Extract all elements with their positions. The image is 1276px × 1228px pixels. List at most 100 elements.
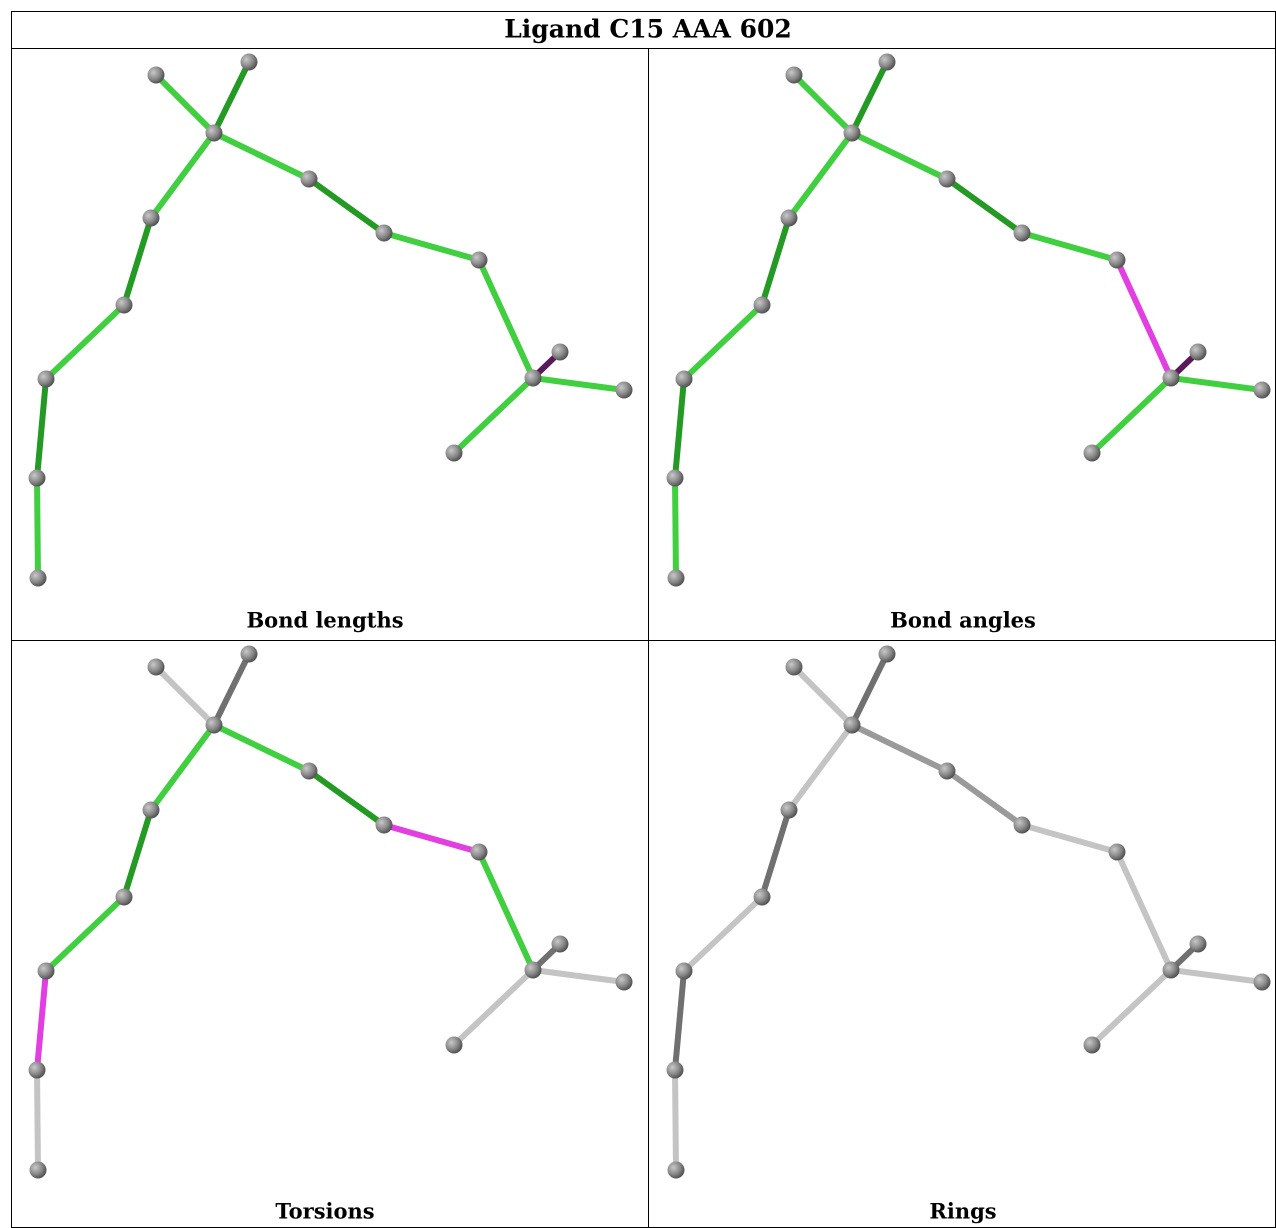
bond [214, 725, 309, 771]
bond [789, 133, 852, 218]
bond [794, 667, 852, 725]
atom [1190, 344, 1207, 361]
atom [116, 297, 133, 314]
atom [30, 1162, 47, 1179]
atom [1084, 445, 1101, 462]
bond [37, 971, 46, 1070]
bond [454, 378, 533, 453]
atom [754, 889, 771, 906]
atom [38, 371, 55, 388]
bond [309, 179, 384, 233]
atom [1109, 844, 1126, 861]
atom [446, 1037, 463, 1054]
bond [675, 1070, 676, 1170]
figure: Ligand C15 AAA 602 Bond lengths Bond ang… [0, 0, 1276, 1228]
atom [879, 54, 896, 71]
atom [116, 889, 133, 906]
atom [1014, 817, 1031, 834]
atom [1163, 962, 1180, 979]
atom [676, 963, 693, 980]
bond [852, 725, 947, 771]
bond [947, 771, 1022, 825]
bond [675, 971, 684, 1070]
bond [794, 75, 852, 133]
bond [479, 852, 533, 970]
atom [1190, 936, 1207, 953]
bond [533, 970, 624, 982]
atom [29, 470, 46, 487]
bond [1022, 825, 1117, 852]
atom [446, 445, 463, 462]
atom [376, 225, 393, 242]
bond [684, 305, 762, 379]
atom [668, 1162, 685, 1179]
atom [667, 470, 684, 487]
atom [1084, 1037, 1101, 1054]
atom [616, 382, 633, 399]
bond [675, 478, 676, 578]
bond [1092, 970, 1171, 1045]
atom [1163, 370, 1180, 387]
atom [676, 371, 693, 388]
bond [156, 75, 214, 133]
bond [947, 179, 1022, 233]
bond [46, 897, 124, 971]
bond [384, 233, 479, 260]
bond [309, 771, 384, 825]
bond [1117, 852, 1171, 970]
atom [148, 659, 165, 676]
bond [214, 654, 249, 725]
atom [29, 1062, 46, 1079]
atom [241, 54, 258, 71]
panel-label: Torsions [275, 1199, 374, 1224]
bond [762, 218, 789, 305]
bond [124, 810, 151, 897]
atom [525, 962, 542, 979]
bond [151, 133, 214, 218]
atom [754, 297, 771, 314]
bond [684, 897, 762, 971]
atom [844, 717, 861, 734]
atom [148, 67, 165, 84]
atom [879, 646, 896, 663]
atom [471, 844, 488, 861]
atom [301, 171, 318, 188]
atom [38, 963, 55, 980]
bond [479, 260, 533, 378]
bond [37, 478, 38, 578]
atom [1254, 974, 1271, 991]
atom [206, 717, 223, 734]
atom [301, 763, 318, 780]
bond [1022, 233, 1117, 260]
panel-label: Rings [929, 1199, 996, 1224]
atom [143, 802, 160, 819]
bond [533, 378, 624, 390]
bond [37, 379, 46, 478]
atom [667, 1062, 684, 1079]
bond [214, 62, 249, 133]
bond [214, 133, 309, 179]
bond [1092, 378, 1171, 453]
atom [781, 802, 798, 819]
atom [376, 817, 393, 834]
atom [206, 125, 223, 142]
bond [1117, 260, 1171, 378]
atom [786, 67, 803, 84]
bond [675, 379, 684, 478]
atom [552, 936, 569, 953]
atom [939, 763, 956, 780]
atom [1254, 382, 1271, 399]
bond [852, 654, 887, 725]
bond [762, 810, 789, 897]
bond [151, 725, 214, 810]
bond [1171, 970, 1262, 982]
bond [156, 667, 214, 725]
atom [1014, 225, 1031, 242]
bond [37, 1070, 38, 1170]
atom [471, 252, 488, 269]
atom [241, 646, 258, 663]
panel-label: Bond angles [890, 608, 1036, 633]
atom [552, 344, 569, 361]
bond [454, 970, 533, 1045]
bond [1171, 378, 1262, 390]
